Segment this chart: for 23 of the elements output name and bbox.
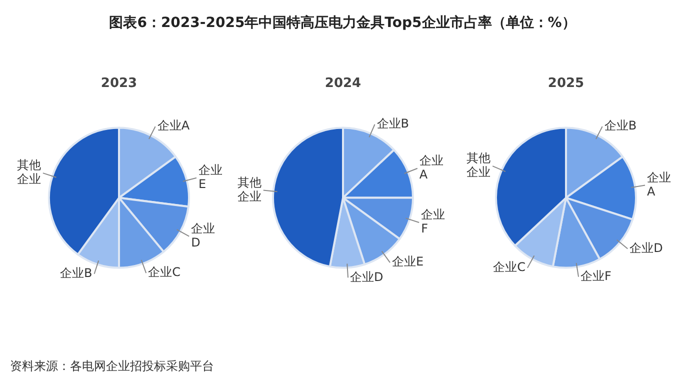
slice-label: 企业B	[376, 116, 409, 131]
slice-label: 企业A	[647, 170, 672, 198]
text: 图表6：2023-2025年中国特高压电力金具Top5企业市占率（单位：%）	[108, 14, 577, 32]
chart-title: 2023	[100, 76, 138, 92]
chart-title: 2025	[548, 76, 584, 92]
slice-label: 其他企业	[236, 175, 261, 204]
slice-label: 企业A	[418, 153, 443, 182]
slice-label: 企业F	[420, 208, 445, 236]
slice-label: 企业D	[350, 270, 383, 284]
slice-label: 企业F	[580, 268, 612, 283]
slice-label: 企业C	[493, 260, 526, 274]
slice-label: 企业D	[630, 240, 663, 255]
slice-label: 企业C	[148, 265, 180, 280]
slice-label: 企业D	[191, 221, 216, 250]
slice-label: 其他企业	[16, 158, 41, 186]
slice-label: 企业A	[157, 118, 190, 133]
slice-label: 其他企业	[466, 151, 491, 180]
text: 资料来源：各电网企业招投标采购平台	[10, 358, 214, 375]
slice-label: 企业B	[604, 118, 637, 133]
chart-title: 2024	[324, 76, 361, 92]
slice-label: 企业E	[198, 163, 222, 192]
slice-label: 企业B	[60, 266, 92, 280]
slice-label: 企业E	[392, 254, 424, 269]
